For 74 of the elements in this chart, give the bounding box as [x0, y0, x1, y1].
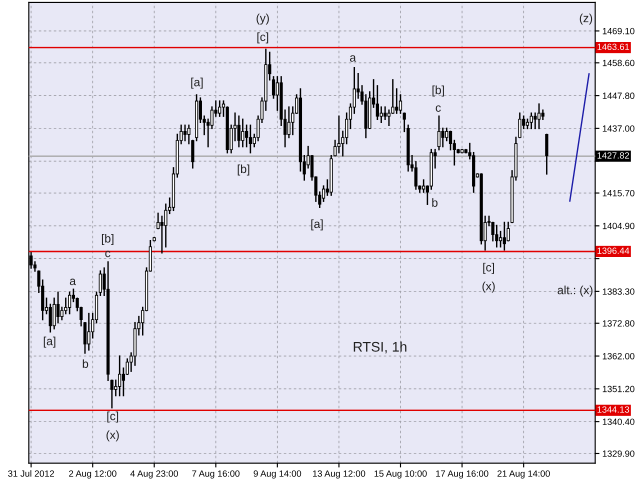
annotation: [a] [311, 219, 323, 230]
annotation: [a] [191, 78, 203, 89]
candlestick [502, 222, 506, 250]
y-tick-label: 1340.40 [602, 418, 634, 425]
x-tick-label: 9 Aug 14:00 [254, 470, 302, 479]
candlestick [56, 292, 60, 324]
y-tick-label: 1458.60 [602, 60, 634, 66]
annotation: [b] [102, 234, 114, 245]
annotation: a [350, 55, 356, 62]
x-tick-label: 21 Aug 14:00 [497, 470, 550, 479]
annotation: b [432, 198, 438, 207]
candlestick [218, 100, 222, 117]
text: RTSI, 1h [354, 342, 406, 354]
ref-line-label: 1344.13 [598, 406, 630, 413]
candlestick [248, 124, 252, 154]
candlestick [87, 312, 90, 351]
annotation: c [436, 105, 441, 112]
annotation: [b] [432, 86, 444, 97]
y-tick-label: 1415.70 [602, 190, 634, 196]
candlestick [534, 112, 537, 130]
annotation: (y) [256, 14, 269, 25]
candlestick [437, 116, 441, 150]
x-tick-label: 13 Aug 12:00 [313, 470, 366, 479]
candlestick [118, 355, 122, 396]
annotation: [c] [107, 412, 118, 423]
annotation: (z) [580, 14, 592, 25]
candlestick [48, 304, 52, 332]
x-tick-label: 17 Aug 16:00 [436, 470, 488, 479]
ref-line-label: 1463.61 [598, 44, 630, 50]
candlestick [422, 179, 426, 193]
candlestick [545, 134, 548, 175]
candlestick [183, 124, 187, 142]
annotation: [c] [483, 262, 494, 274]
candlestick [237, 116, 240, 148]
annotation: c [105, 250, 110, 258]
candlestick [530, 112, 533, 130]
candlestick [414, 161, 418, 190]
annotation: [c] [257, 32, 268, 44]
candlestick [68, 292, 72, 314]
candlestick [384, 106, 387, 120]
y-tick-label: 1362.00 [602, 353, 634, 360]
y-tick-label: 1329.90 [602, 450, 634, 457]
annotation: a [70, 278, 76, 286]
y-tick-label: 1447.80 [602, 92, 634, 99]
y-tick-label: 1404.90 [602, 222, 634, 230]
annotation: alt.: (x) [558, 286, 592, 297]
x-tick-label: 7 Aug 16:00 [192, 470, 240, 479]
annotation: [b] [238, 164, 250, 176]
y-tick-label: 1351.20 [602, 386, 634, 392]
y-tick-label: 1383.30 [602, 288, 634, 295]
candlestick [445, 128, 448, 142]
ref-line-label: 1396.44 [598, 248, 630, 254]
candlestick [241, 118, 244, 148]
x-tick-label: 4 Aug 23:00 [130, 470, 178, 479]
candlestick [498, 230, 502, 248]
x-tick-label: 2 Aug 12:00 [69, 470, 116, 479]
annotation: b [82, 359, 88, 368]
candlestick [395, 88, 398, 114]
annotation: [a] [44, 336, 56, 348]
y-tick-label: 1372.80 [602, 320, 634, 327]
y-tick-label: 1469.10 [602, 28, 634, 34]
y-tick-label: 1437.00 [602, 125, 634, 132]
candlestick [380, 106, 383, 123]
candlestick [287, 106, 290, 138]
candlestick [495, 224, 498, 248]
annotation: (x) [482, 282, 495, 293]
candlestick [441, 128, 444, 148]
candlestick [541, 109, 544, 120]
ref-line-label: 1427.82 [598, 152, 630, 159]
candlestick [537, 103, 541, 130]
x-tick-label: 31 Jul 2012 [8, 470, 54, 477]
annotation: (x) [106, 430, 119, 442]
x-tick-label: 15 Aug 10:00 [374, 470, 427, 479]
candlestick [337, 116, 341, 154]
